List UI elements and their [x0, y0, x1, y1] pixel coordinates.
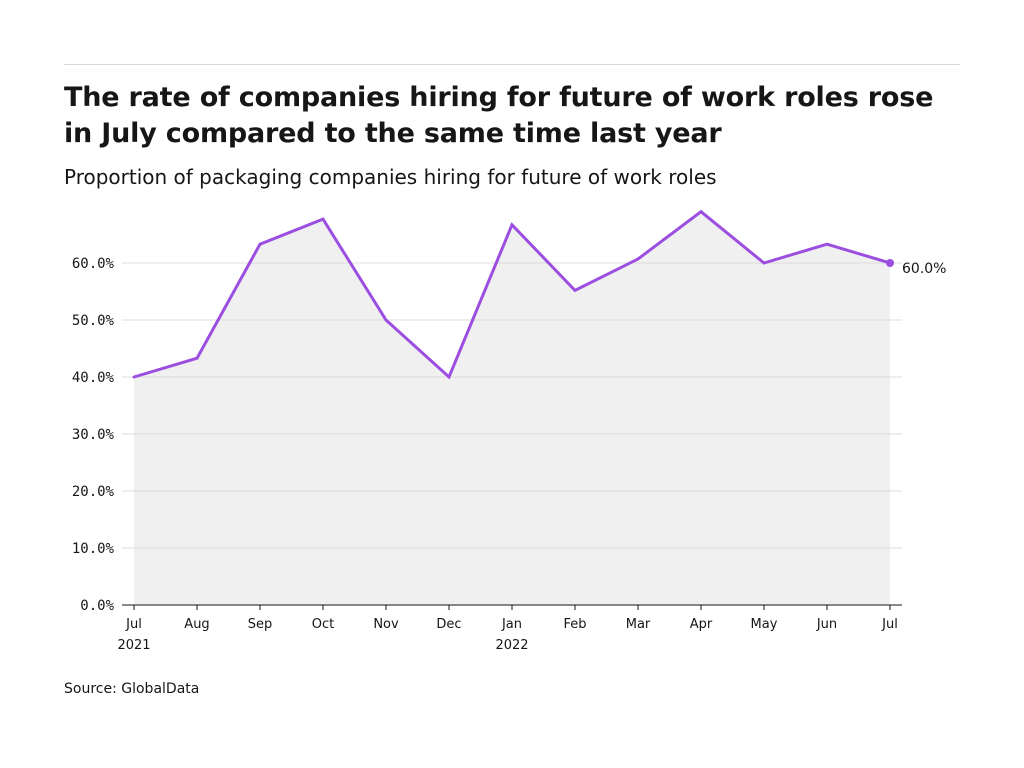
x-tick-label: Feb [563, 617, 586, 632]
y-tick-label: 50.0% [72, 313, 115, 329]
y-tick-label: 60.0% [72, 256, 115, 272]
y-tick-label: 20.0% [72, 484, 115, 500]
x-tick-label: Aug [184, 617, 209, 632]
x-tick-label: Sep [248, 617, 273, 632]
chart-subtitle: Proportion of packaging companies hiring… [64, 165, 717, 189]
x-tick-year-label: 2021 [117, 638, 150, 653]
series-line [132, 209, 892, 380]
x-tick-label: Jan [501, 617, 522, 632]
y-tick-label: 0.0% [80, 598, 114, 614]
x-tick-label: Apr [690, 617, 713, 632]
x-tick-label: Jul [125, 617, 142, 632]
x-tick-label: Dec [436, 617, 461, 632]
source-note: Source: GlobalData [64, 681, 200, 697]
end-value-label: 60.0% [902, 261, 946, 277]
x-tick-label: Oct [312, 617, 334, 632]
x-tick-label: Nov [373, 617, 399, 632]
y-tick-label: 10.0% [72, 541, 115, 557]
x-tick-label: May [751, 617, 778, 632]
x-tick-label: Jun [816, 617, 837, 632]
end-point-marker [886, 259, 894, 267]
top-divider [64, 64, 960, 65]
x-tick-year-label: 2022 [495, 638, 528, 653]
y-tick-label: 40.0% [72, 370, 115, 386]
chart-title: The rate of companies hiring for future … [64, 82, 934, 149]
y-tick-label: 30.0% [72, 427, 115, 443]
x-tick-label: Jul [881, 617, 898, 632]
area-fill [134, 211, 890, 605]
x-tick-label: Mar [626, 617, 651, 632]
